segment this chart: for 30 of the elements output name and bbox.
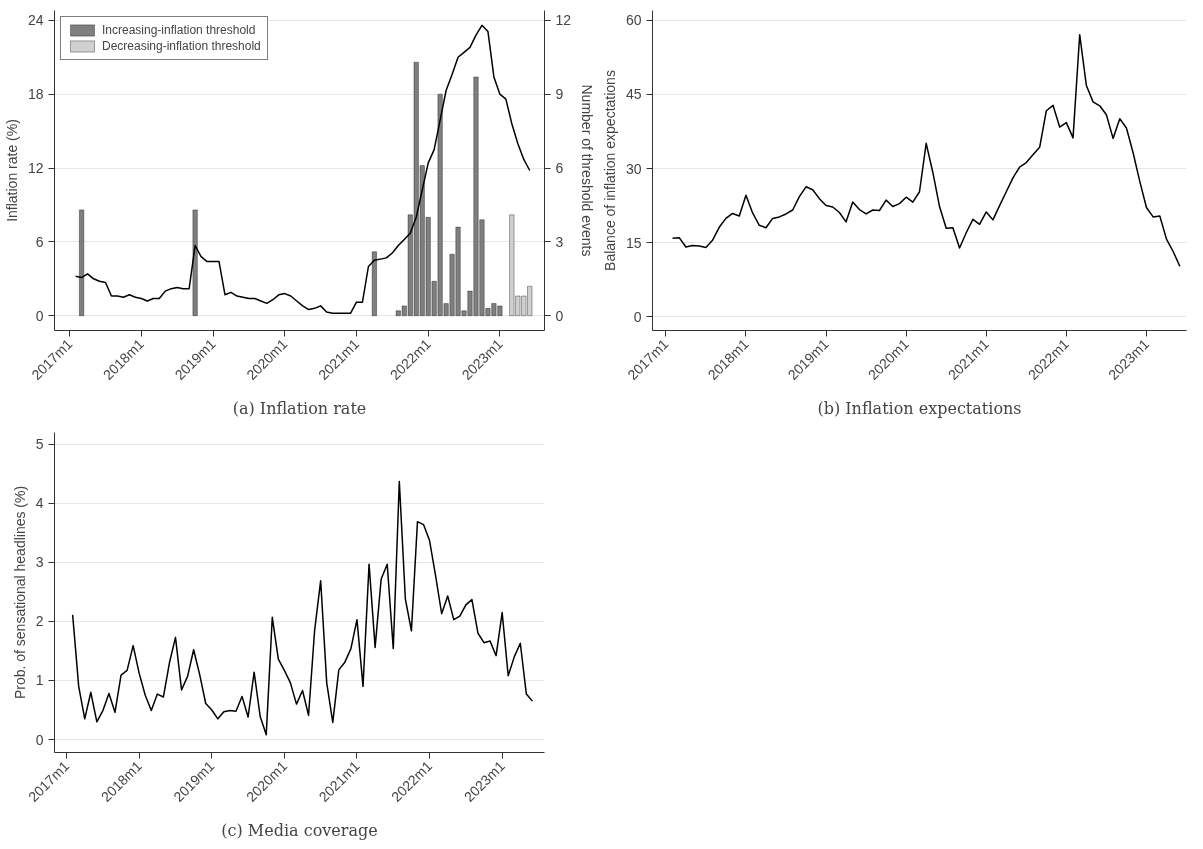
y2-tick-label: 3 (555, 233, 564, 250)
y2-tick-label: 0 (555, 307, 564, 324)
y-tick-label: 1 (35, 672, 44, 689)
y-tick-label: 3 (35, 554, 44, 571)
legend-label: Decreasing-inflation threshold (102, 39, 261, 53)
y2-tick-label: 6 (555, 160, 564, 177)
y-tick-label: 15 (625, 234, 642, 251)
y-axis-title: Balance of inflation expectations (601, 70, 618, 271)
y-tick-label: 12 (27, 160, 44, 177)
y-tick-label: 60 (625, 12, 642, 29)
y-tick-label: 30 (625, 160, 642, 177)
y-tick-label: 5 (35, 436, 44, 453)
y-tick-label: 45 (625, 86, 642, 103)
y-axis-title: Inflation rate (%) (3, 119, 20, 222)
text: (b) Inflation expectations (817, 398, 1022, 418)
y-axis-title: Prob. of sensational headlines (%) (11, 485, 28, 700)
legend-label: Increasing-inflation threshold (102, 23, 256, 37)
y-tick-label: 0 (35, 307, 44, 324)
y2-tick-label: 12 (555, 12, 572, 29)
y2-tick-label: 9 (555, 86, 564, 103)
y-tick-label: 0 (35, 731, 44, 748)
y-tick-label: 2 (35, 613, 44, 630)
text: (a) Inflation rate (232, 398, 367, 418)
y-tick-label: 24 (27, 12, 44, 29)
y-tick-label: 6 (35, 233, 44, 250)
y-tick-label: 4 (35, 495, 44, 512)
y-tick-label: 0 (633, 308, 642, 325)
text: (c) Media coverage (221, 820, 378, 840)
y2-axis-title: Number of threshold events (579, 84, 596, 257)
y-tick-label: 18 (27, 86, 44, 103)
